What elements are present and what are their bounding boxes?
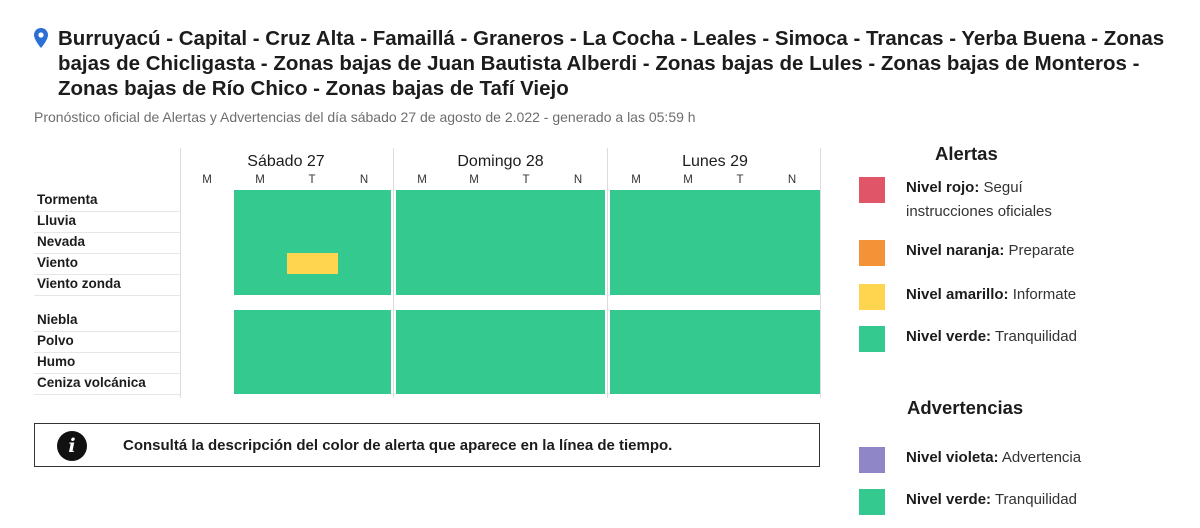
alert-timeline-grid: Sábado 27 M M T N Domingo 28 M M T N Lunes 29 M M T N T… bbox=[34, 148, 824, 398]
legend-alerta-label: Nivel rojo: Seguí instrucciones oficiale… bbox=[906, 179, 1052, 220]
day-header: Sábado 27 bbox=[247, 153, 325, 170]
time-slot-label: N bbox=[359, 174, 369, 186]
info-box: i Consultá la descripción del color de a… bbox=[34, 423, 820, 467]
time-slot-label: M bbox=[417, 174, 427, 186]
map-pin-icon bbox=[34, 28, 48, 48]
header: Burruyacú - Capital - Cruz Alta - Famail… bbox=[34, 26, 1184, 101]
legend-alerta-label: Nivel verde: Tranquilidad bbox=[906, 328, 1077, 345]
grid-divider bbox=[607, 148, 608, 398]
grid-divider bbox=[820, 148, 821, 398]
alert-level-block bbox=[396, 190, 605, 295]
forecast-subtitle: Pronóstico oficial de Alertas y Adverten… bbox=[34, 109, 696, 125]
alert-level-block bbox=[234, 190, 391, 295]
row-divider bbox=[34, 211, 180, 212]
row-divider bbox=[34, 295, 180, 296]
warning-level-block bbox=[610, 310, 820, 394]
row-divider bbox=[34, 232, 180, 233]
legend-alerta-label: Nivel amarillo: Informate bbox=[906, 286, 1077, 303]
time-slot-label: T bbox=[308, 174, 316, 186]
alert-level-block bbox=[610, 190, 820, 295]
legend-alerta-label: Nivel naranja: Preparate bbox=[906, 242, 1075, 259]
warning-row-label: Niebla bbox=[37, 312, 78, 327]
warning-level-block bbox=[234, 310, 391, 394]
legend-alerta-swatch bbox=[859, 177, 885, 203]
warning-level-block bbox=[396, 310, 605, 394]
row-divider bbox=[34, 394, 180, 395]
warning-row-label: Ceniza volcánica bbox=[37, 375, 146, 390]
legend-advertencia-swatch bbox=[859, 447, 885, 473]
grid-divider bbox=[180, 148, 181, 398]
time-slot-label: M bbox=[255, 174, 265, 186]
grid-divider bbox=[393, 148, 394, 398]
legend-advertencia-label: Nivel verde: Tranquilidad bbox=[906, 491, 1077, 508]
row-divider bbox=[34, 331, 180, 332]
time-slot-label: M bbox=[683, 174, 693, 186]
time-slot-label: M bbox=[202, 174, 212, 186]
alert-row-label: Nevada bbox=[37, 234, 86, 249]
warning-row-label: Humo bbox=[37, 354, 76, 369]
row-divider bbox=[34, 274, 180, 275]
page-title: Burruyacú - Capital - Cruz Alta - Famail… bbox=[58, 27, 1165, 100]
legend-advertencia-swatch bbox=[859, 489, 885, 515]
time-slot-label: T bbox=[736, 174, 744, 186]
row-divider bbox=[34, 352, 180, 353]
time-slot-label: M bbox=[631, 174, 641, 186]
alert-row-label: Viento zonda bbox=[37, 276, 121, 291]
legend-advertencias-title: Advertencias bbox=[907, 397, 1024, 418]
legend-advertencia-label: Nivel violeta: Advertencia bbox=[906, 449, 1082, 466]
day-header: Lunes 29 bbox=[682, 153, 748, 170]
alert-row-label: Viento bbox=[37, 255, 79, 270]
legend-alerta-swatch bbox=[859, 284, 885, 310]
legend-alertas-title: Alertas bbox=[935, 143, 998, 164]
row-divider bbox=[34, 253, 180, 254]
warning-row-label: Polvo bbox=[37, 333, 74, 348]
legend-alerta-swatch bbox=[859, 326, 885, 352]
row-divider bbox=[34, 373, 180, 374]
time-slot-label: N bbox=[573, 174, 583, 186]
time-slot-label: M bbox=[469, 174, 479, 186]
time-slot-label: N bbox=[787, 174, 797, 186]
info-text: Consultá la descripción del color de ale… bbox=[123, 437, 673, 454]
legend-alerta-swatch bbox=[859, 240, 885, 266]
time-slot-label: T bbox=[522, 174, 530, 186]
alert-row-label: Lluvia bbox=[37, 213, 77, 228]
alert-cell-amarillo bbox=[287, 253, 338, 274]
day-header: Domingo 28 bbox=[457, 153, 544, 170]
info-icon: i bbox=[57, 431, 87, 461]
alert-row-label: Tormenta bbox=[37, 192, 98, 207]
